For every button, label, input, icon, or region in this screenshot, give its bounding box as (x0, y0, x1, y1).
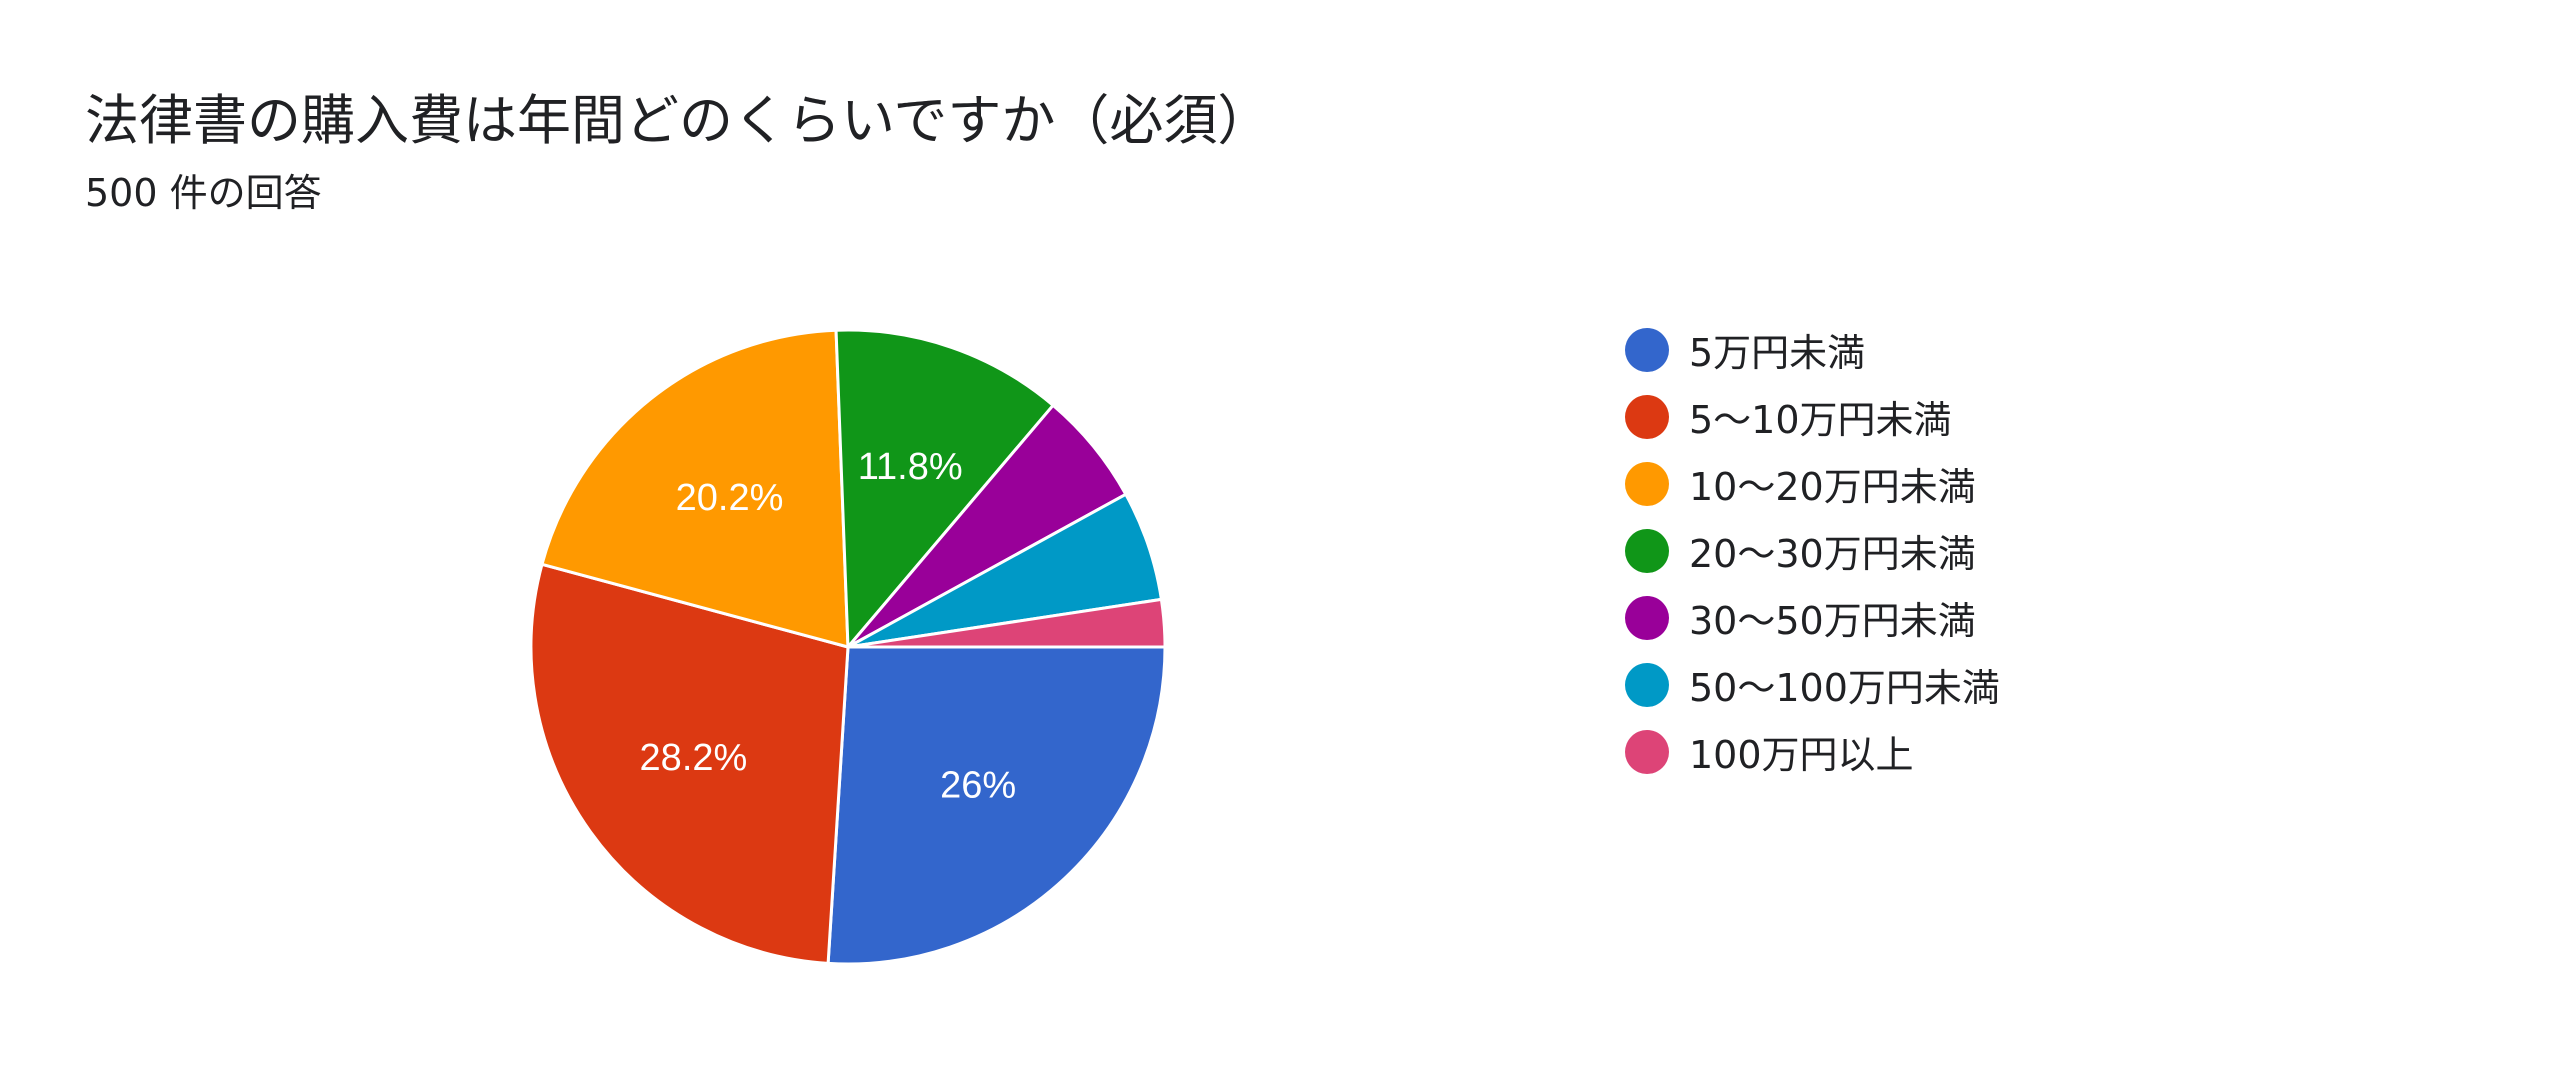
legend-label: 5〜10万円未満 (1689, 398, 1952, 442)
legend-color-dot (1625, 595, 1669, 640)
legend-item-1[interactable]: 5〜10万円未満 (1625, 383, 2000, 450)
pie-slice-6[interactable] (846, 597, 1167, 649)
pie-slice-0[interactable] (826, 645, 1167, 966)
legend-label: 50〜100万円未満 (1689, 666, 2000, 710)
pie-slice-label-2: 20.2% (676, 477, 784, 519)
pie-slice-3[interactable] (834, 328, 1055, 649)
pie-slice-label-3: 11.8% (858, 446, 963, 488)
legend-color-dot (1625, 528, 1669, 573)
legend-label: 20〜30万円未満 (1689, 532, 1976, 576)
legend-label: 100万円以上 (1689, 733, 1914, 777)
legend-color-dot (1625, 662, 1669, 707)
pie-slice-1[interactable] (529, 562, 850, 965)
legend-color-dot (1625, 327, 1669, 372)
pie-slice-2[interactable] (540, 328, 850, 649)
legend-item-5[interactable]: 50〜100万円未満 (1625, 651, 2000, 718)
legend-color-dot (1625, 394, 1669, 439)
chart-title: 法律書の購入費は年間どのくらいですか（必須） (85, 89, 1272, 152)
legend-item-2[interactable]: 10〜20万円未満 (1625, 450, 2000, 517)
response-count: 500 件の回答 (85, 171, 322, 215)
legend-color-dot (1625, 461, 1669, 506)
legend-item-3[interactable]: 20〜30万円未満 (1625, 517, 2000, 584)
legend-label: 5万円未満 (1689, 331, 1866, 375)
legend-item-0[interactable]: 5万円未満 (1625, 316, 2000, 383)
legend-item-4[interactable]: 30〜50万円未満 (1625, 584, 2000, 651)
legend-item-6[interactable]: 100万円以上 (1625, 718, 2000, 785)
legend-color-dot (1625, 729, 1669, 774)
legend-label: 10〜20万円未満 (1689, 465, 1976, 509)
pie-slice-label-0: 26% (940, 765, 1016, 807)
chart-legend: 5万円未満 5〜10万円未満 10〜20万円未満 20〜30万円未満 30〜50万円未満… (1625, 316, 2000, 785)
pie-slice-label-1: 28.2% (640, 737, 748, 779)
legend-label: 30〜50万円未満 (1689, 599, 1976, 643)
